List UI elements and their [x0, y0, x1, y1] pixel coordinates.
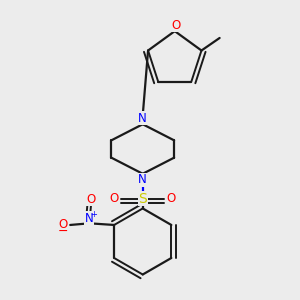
Text: −: − [58, 225, 68, 238]
Text: N: N [85, 212, 94, 225]
Text: O: O [86, 193, 96, 206]
Text: S: S [138, 191, 147, 206]
Text: O: O [167, 192, 176, 205]
Text: N: N [138, 173, 147, 186]
Text: O: O [172, 19, 181, 32]
Text: +: + [91, 210, 98, 219]
Text: O: O [110, 192, 118, 205]
Text: O: O [58, 218, 68, 232]
Text: N: N [138, 112, 147, 125]
